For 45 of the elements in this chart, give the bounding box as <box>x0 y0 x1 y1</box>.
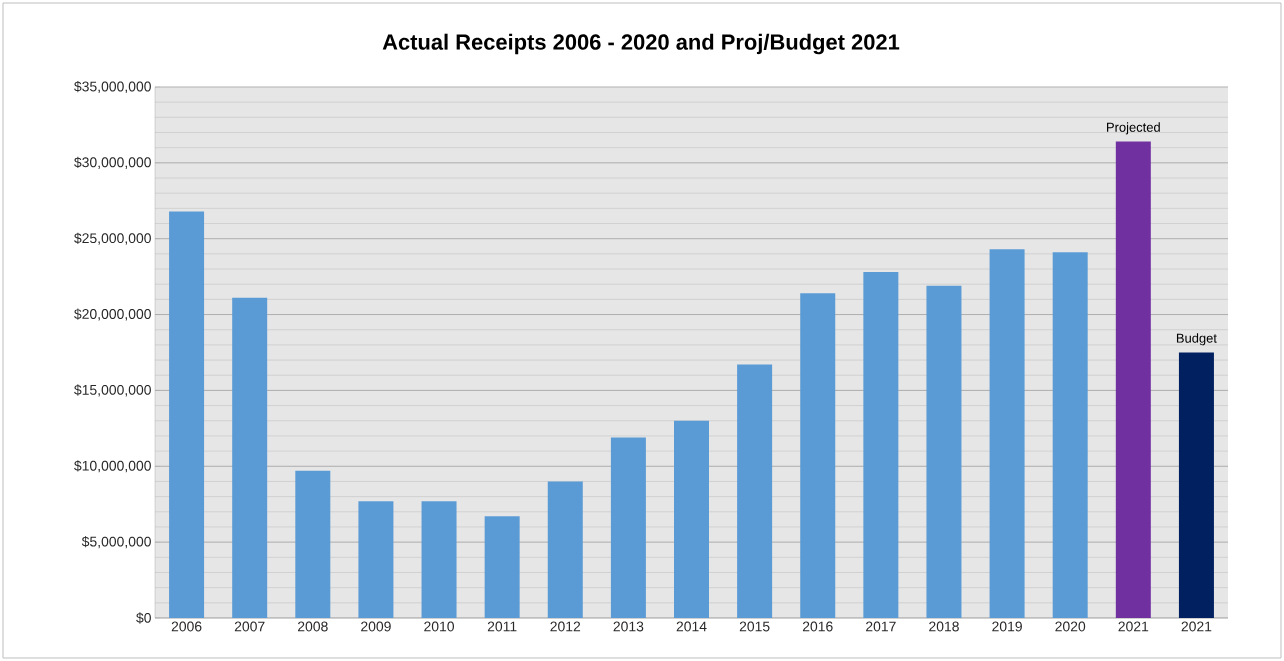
bar <box>610 437 646 618</box>
x-tick-label: 2007 <box>234 621 265 632</box>
bar <box>737 364 773 618</box>
x-tick-label: 2012 <box>550 621 581 632</box>
x-tick-label: 2016 <box>802 621 833 632</box>
bar <box>989 249 1025 618</box>
bar <box>926 285 962 618</box>
x-tick-label: 2020 <box>1055 621 1086 632</box>
x-tick-label: 2014 <box>676 621 707 632</box>
bar <box>674 420 709 618</box>
bar <box>547 481 583 618</box>
x-tick-label: 2009 <box>361 621 391 632</box>
y-tick-label: $20,000,000 <box>74 308 151 321</box>
y-tick-label: $0 <box>136 612 151 624</box>
bar <box>169 211 205 618</box>
x-tick-label: 2013 <box>613 621 644 632</box>
data-label: Budget <box>1176 333 1217 346</box>
chart-title: Actual Receipts 2006 - 2020 and Proj/Budget 2021 <box>382 33 900 55</box>
bar <box>1115 141 1151 618</box>
bar <box>1178 352 1214 618</box>
x-tick-label: 2006 <box>171 621 202 632</box>
y-tick-label: $30,000,000 <box>74 156 151 169</box>
x-tick-label: 2010 <box>424 621 454 632</box>
x-tick-label: 2017 <box>866 621 896 632</box>
x-tick-label: 2008 <box>297 621 328 632</box>
y-tick-label: $10,000,000 <box>74 460 151 473</box>
bar <box>484 516 520 618</box>
y-tick-label: $5,000,000 <box>81 536 151 549</box>
x-tick-label: 2021 <box>1181 621 1212 632</box>
bar <box>800 293 836 618</box>
data-label: Projected <box>1107 122 1160 135</box>
y-tick-label: $35,000,000 <box>74 80 151 94</box>
x-tick-label: 2019 <box>992 621 1022 632</box>
bar <box>232 297 268 618</box>
x-tick-label: 2015 <box>739 621 770 632</box>
x-tick-label: 2011 <box>487 621 517 632</box>
bar <box>421 501 457 618</box>
y-tick-label: $15,000,000 <box>74 384 151 397</box>
bar <box>358 501 394 618</box>
y-tick-label: $25,000,000 <box>74 232 151 245</box>
bar <box>295 470 331 618</box>
x-tick-label: 2021 <box>1118 621 1149 632</box>
bar <box>863 272 899 618</box>
bar <box>1052 252 1088 618</box>
x-tick-label: 2018 <box>929 621 959 632</box>
